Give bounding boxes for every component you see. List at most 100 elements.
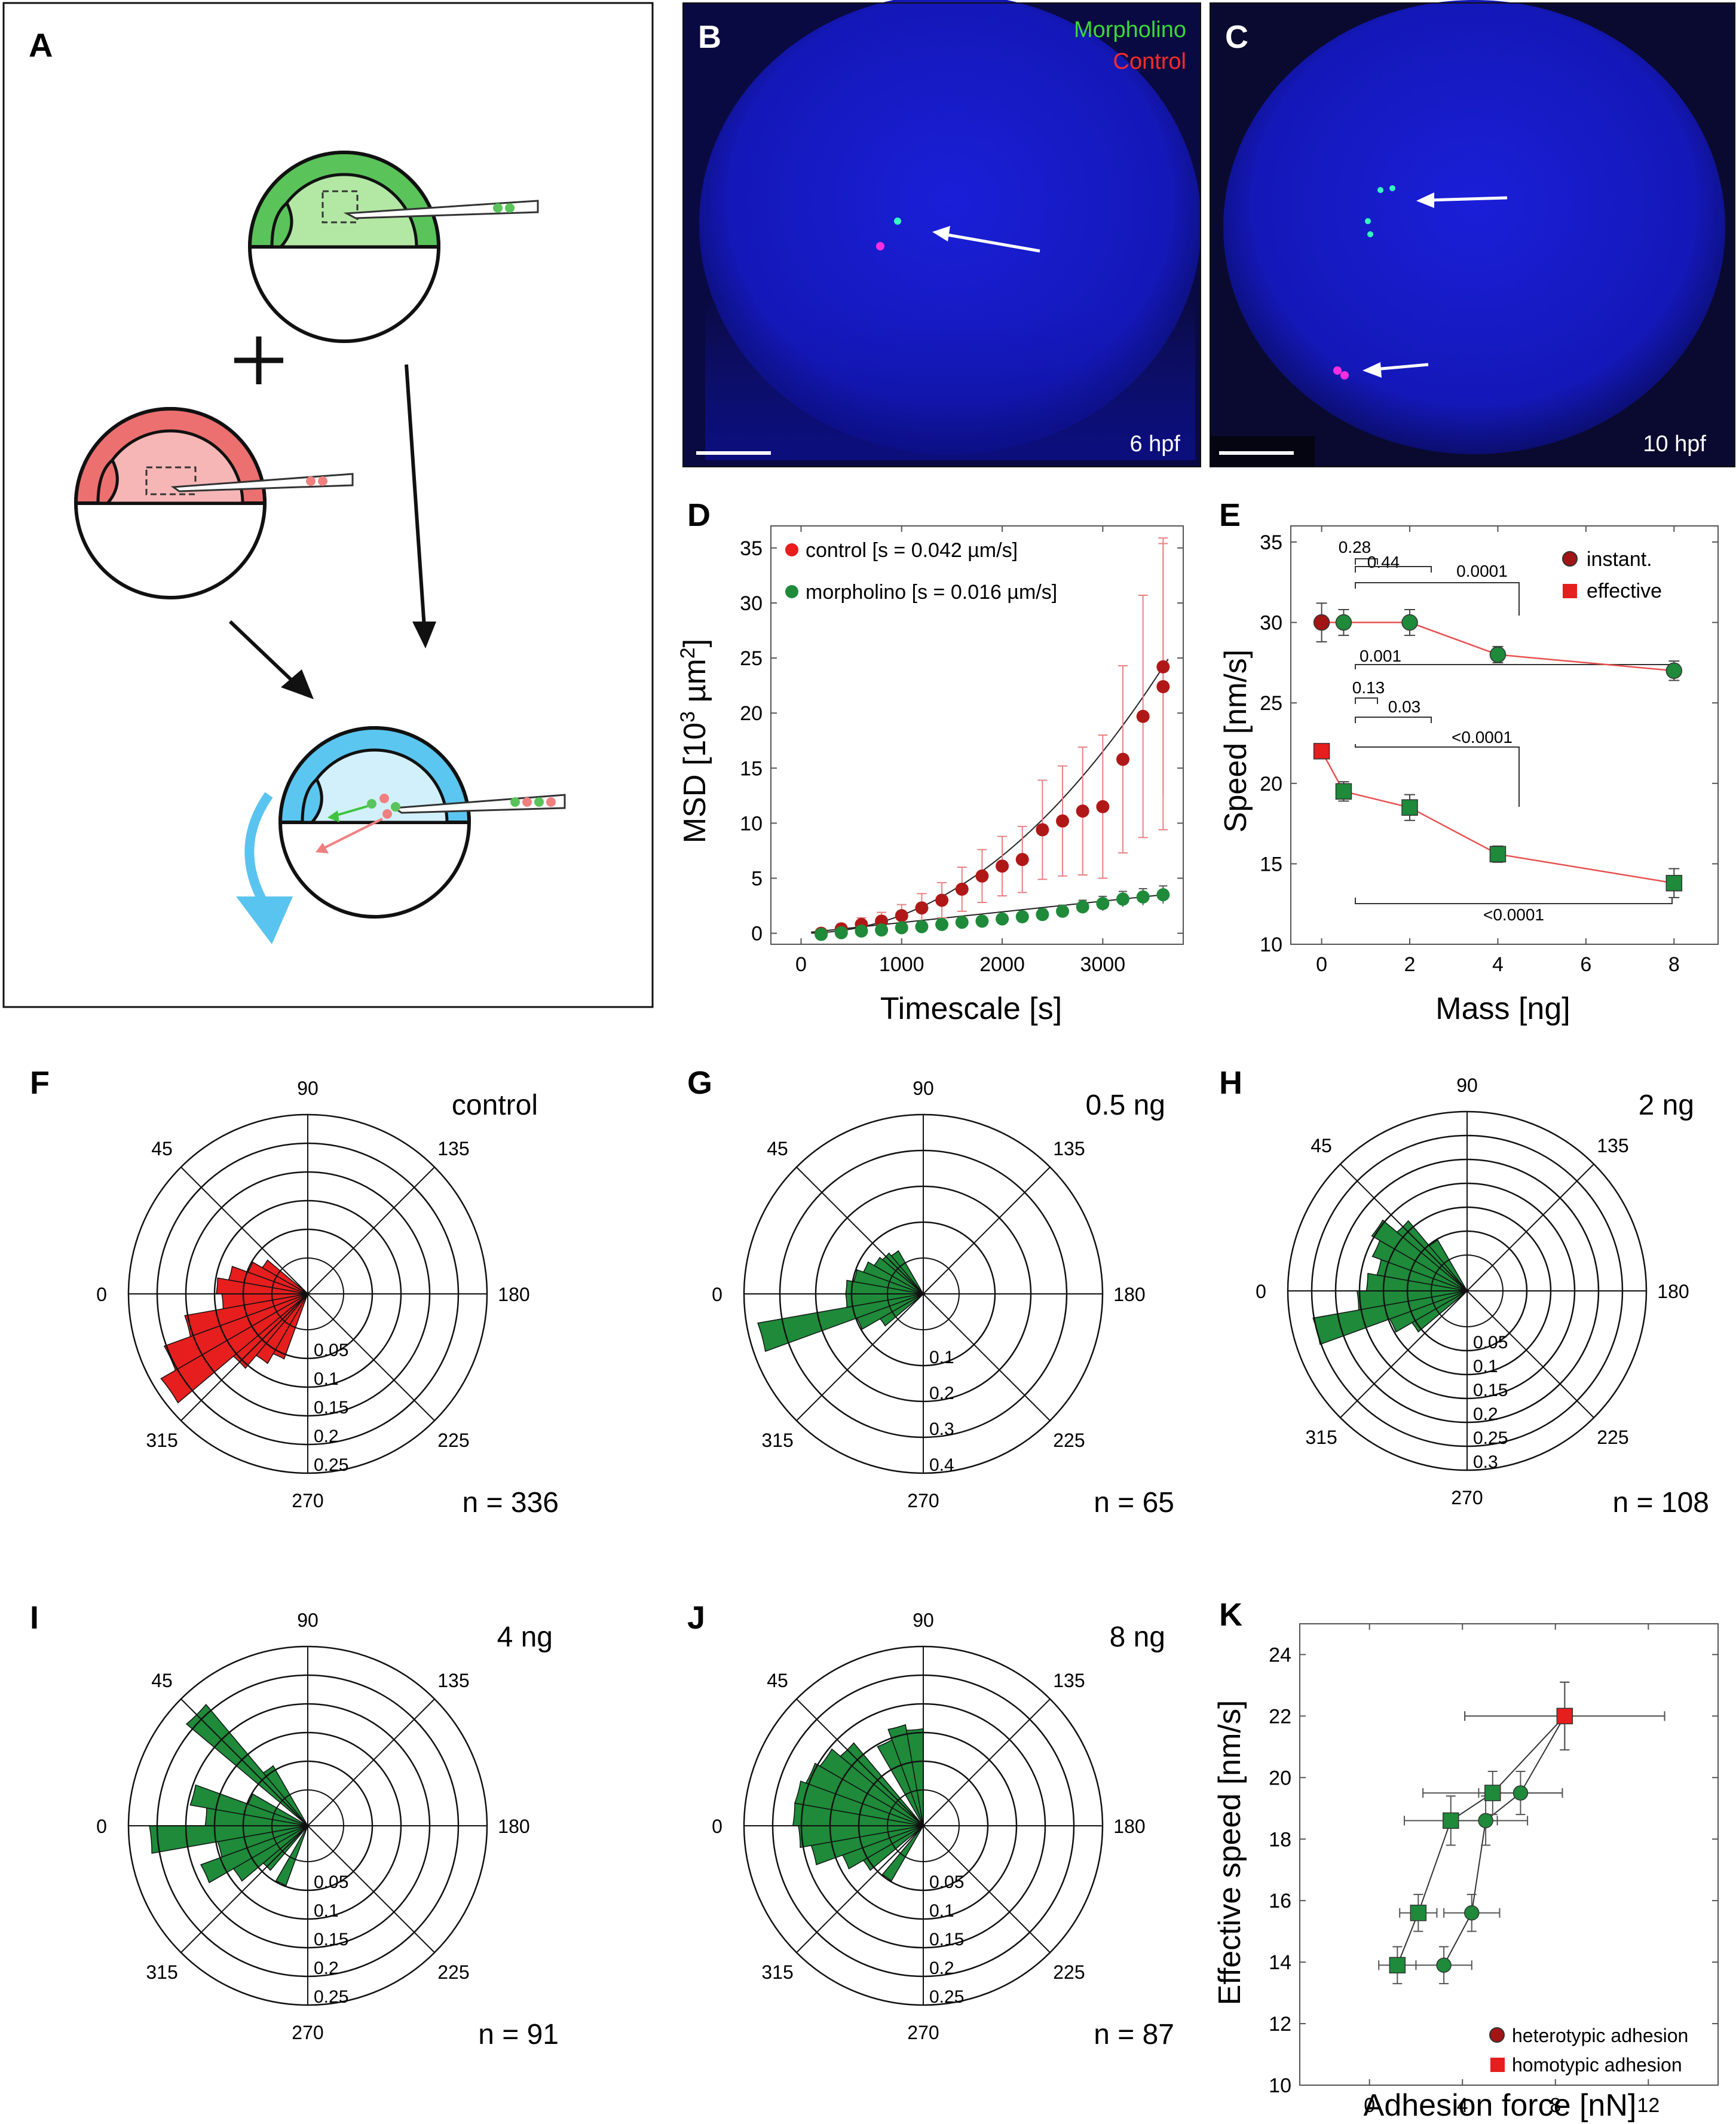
effective-point	[1313, 743, 1330, 760]
homotypic-point	[1556, 1707, 1573, 1725]
control-fit-line	[811, 659, 1169, 934]
control-point	[1156, 680, 1170, 693]
rose-plot-j: J 8 ng n = 87 90 135 180 225 270 315 0 45 0.05 0.1 0.…	[687, 1600, 1174, 2050]
rose-ring-label: 0.2	[929, 1384, 954, 1403]
red-embryo-icon	[74, 407, 354, 599]
rose-wedge	[262, 1765, 308, 1826]
rose-ring-label: 0.15	[314, 1930, 348, 1949]
y-tick-label: 10	[740, 812, 763, 835]
y-tick-label: 14	[1269, 1951, 1291, 1974]
morpholino-point	[1036, 908, 1049, 922]
rose-ring-label: 0.25	[314, 1455, 348, 1475]
morpholino-point	[1096, 896, 1110, 910]
rose-ring-label: 0.15	[314, 1398, 348, 1418]
rose-angle-label: 135	[1053, 1670, 1085, 1691]
rose-angle-label: 225	[437, 1961, 469, 1983]
legend-morpholino: Morpholino	[1074, 17, 1186, 42]
rose-angle-label: 45	[151, 1138, 173, 1159]
morpholino-point	[915, 920, 929, 934]
rose-spoke	[796, 1698, 1051, 1953]
rose-ring-label: 0.3	[1473, 1452, 1498, 1472]
rose-wedge	[1411, 1290, 1468, 1333]
control-point	[1056, 814, 1070, 828]
heterotypic-point	[1464, 1905, 1480, 1921]
rose-angle-label: 90	[1456, 1075, 1478, 1096]
panel-letter: G	[687, 1065, 712, 1101]
rose-wedge	[1389, 1290, 1468, 1333]
rose-angle-label: 135	[437, 1670, 469, 1691]
panel-b: B Morpholino Control 6 hpf	[682, 0, 1201, 467]
rose-angle-label: 135	[1597, 1135, 1628, 1156]
rose-plot-i: I 4 ng n = 91 90 135 180 225 270 315 0 45 0.05 0.1 0.…	[30, 1600, 559, 2050]
control-point	[1076, 804, 1089, 818]
panel-letter: F	[30, 1065, 50, 1101]
rose-ring-label: 0.2	[929, 1958, 954, 1978]
y-tick-label: 35	[740, 537, 763, 560]
x-tick-label: 2	[1404, 953, 1416, 976]
y-tick-label: 15	[1260, 853, 1282, 876]
y-axis-label: Speed [nm/s]	[1218, 650, 1253, 833]
rose-wedge	[275, 1825, 308, 1887]
rose-angle-label: 225	[437, 1430, 469, 1451]
p-value: 0.28	[1339, 538, 1371, 556]
mixed-embryo-icon	[236, 726, 566, 944]
rose-angle-label: 315	[761, 1430, 793, 1451]
morpholino-point	[1156, 888, 1170, 902]
rose-angle-label: 0	[712, 1816, 722, 1837]
rose-label: 0.5 ng	[1086, 1089, 1165, 1121]
legend-entry-control: control [s = 0.042 µm/s]	[806, 539, 1018, 562]
sample-size-label: n = 108	[1613, 1487, 1709, 1519]
rose-angle-label: 270	[907, 2022, 939, 2043]
control-point	[955, 882, 969, 896]
rose-wedge	[856, 1293, 924, 1330]
effective-point	[1401, 799, 1418, 816]
rose-ring-label: 0.1	[314, 1901, 339, 1921]
panel-letter: J	[687, 1600, 705, 1636]
control-point	[1116, 752, 1130, 766]
legend-entry-morpholino: morpholino [s = 0.016 µm/s]	[806, 581, 1057, 604]
rose-angle-label: 315	[146, 1430, 177, 1451]
rose-label: 2 ng	[1639, 1089, 1694, 1121]
series-line	[1397, 1715, 1566, 1966]
rose-angle-label: 45	[767, 1138, 788, 1159]
x-tick-label: 3000	[1080, 953, 1126, 976]
y-tick-label: 30	[740, 592, 763, 615]
panel-a: A	[2, 2, 654, 1008]
rose-ring-label: 0.1	[929, 1348, 954, 1367]
plus-icon	[234, 336, 283, 384]
sample-size-label: n = 87	[1094, 2019, 1174, 2050]
rose-wedge	[862, 1825, 924, 1871]
rose-angle-label: 315	[1305, 1427, 1337, 1448]
morpholino-point	[1136, 890, 1150, 904]
plot-frame	[1299, 1623, 1719, 2086]
y-axis-label: Effective speed [nm/s]	[1213, 1700, 1247, 2006]
rose-angle-label: 45	[1311, 1135, 1332, 1156]
legend-entry-effective: effective	[1587, 580, 1662, 602]
rose-label: control	[452, 1089, 538, 1121]
rose-angle-label: 180	[1113, 1284, 1145, 1305]
control-point	[1156, 660, 1170, 674]
rose-ring-label: 0.05	[314, 1340, 348, 1360]
y-tick-label: 35	[1260, 531, 1282, 554]
rose-ring-label: 0.15	[1473, 1381, 1508, 1400]
rose-spoke	[180, 1698, 435, 1953]
chart-legend: instant. effective	[1562, 548, 1662, 602]
rose-ring-label: 0.25	[314, 1987, 348, 2007]
y-tick-label: 18	[1269, 1828, 1291, 1851]
plot-frame	[1290, 525, 1719, 945]
panel-d-letter: D	[687, 497, 711, 533]
rose-wedge	[862, 1261, 924, 1294]
x-tick-label: 0	[795, 953, 807, 976]
rose-wedge	[200, 1825, 308, 1884]
rose-plot-h: H 2 ng n = 108 90 135 180 225 270 315 0 45 0.05 0.1 0…	[1219, 1065, 1709, 1519]
x-tick-label: 8	[1668, 953, 1680, 976]
x-tick-label: 0	[1364, 2094, 1375, 2117]
control-point	[975, 869, 989, 883]
rose-ring-label: 0.4	[929, 1455, 954, 1475]
x-tick-label: 4	[1492, 953, 1504, 976]
effective-point	[1335, 783, 1352, 800]
rose-angle-label: 270	[1451, 1487, 1483, 1508]
rose-wedge	[805, 1762, 924, 1826]
